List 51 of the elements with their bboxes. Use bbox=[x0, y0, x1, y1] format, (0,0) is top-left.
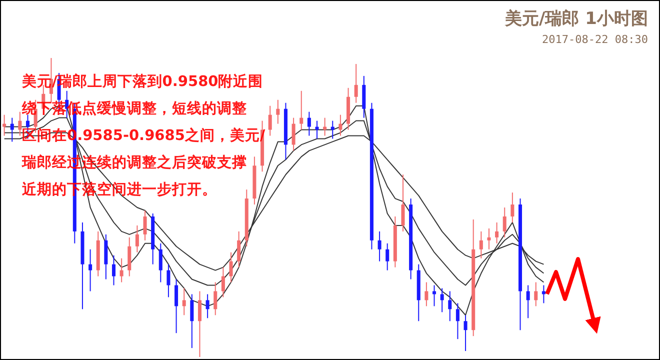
candlestick bbox=[229, 252, 233, 283]
candlestick bbox=[268, 105, 272, 136]
candlestick bbox=[330, 120, 334, 140]
candlestick bbox=[362, 75, 366, 118]
candlestick bbox=[221, 266, 225, 298]
candlestick bbox=[276, 99, 280, 124]
candlestick bbox=[206, 294, 210, 319]
candlestick bbox=[10, 117, 14, 142]
candlestick bbox=[237, 230, 241, 268]
candlestick bbox=[448, 290, 452, 322]
candlestick bbox=[120, 258, 124, 283]
candlestick bbox=[307, 111, 311, 136]
candlestick bbox=[502, 207, 506, 238]
candlestick bbox=[487, 228, 491, 250]
candlestick bbox=[534, 282, 538, 307]
candlestick bbox=[88, 248, 92, 292]
candlestick bbox=[158, 242, 162, 283]
candlestick bbox=[2, 114, 6, 136]
candlestick bbox=[112, 254, 116, 286]
candlestick bbox=[354, 63, 358, 104]
candlestick bbox=[315, 120, 319, 140]
candlestick bbox=[214, 282, 218, 316]
candlestick bbox=[198, 290, 202, 358]
candlestick bbox=[464, 314, 468, 352]
candlestick bbox=[135, 224, 139, 253]
candlestick bbox=[338, 114, 342, 136]
candlestick bbox=[495, 222, 499, 244]
candlestick bbox=[182, 288, 186, 316]
candlestick bbox=[128, 236, 132, 277]
candlestick bbox=[323, 117, 327, 136]
candlestick bbox=[510, 192, 514, 223]
candlestick bbox=[526, 284, 530, 319]
candlestick bbox=[542, 284, 546, 304]
text: 2017-08-22 08:30 bbox=[542, 33, 648, 46]
candlestick bbox=[479, 230, 483, 259]
candlestick bbox=[104, 234, 108, 280]
candlestick bbox=[292, 117, 296, 152]
candlestick bbox=[190, 294, 194, 349]
candlestick bbox=[401, 174, 405, 232]
candlestick bbox=[166, 264, 170, 298]
candlestick bbox=[456, 302, 460, 340]
chart-title: 美元/瑞郎 1小时图 bbox=[504, 9, 648, 29]
candlestick bbox=[378, 230, 382, 262]
candlestick bbox=[386, 242, 390, 271]
candlestick bbox=[432, 284, 436, 307]
candlestick bbox=[18, 111, 22, 136]
candlestick bbox=[143, 210, 147, 241]
candlestick bbox=[174, 278, 178, 334]
candlestick bbox=[440, 288, 444, 313]
candlestick bbox=[300, 90, 304, 130]
candlestick bbox=[424, 282, 428, 307]
